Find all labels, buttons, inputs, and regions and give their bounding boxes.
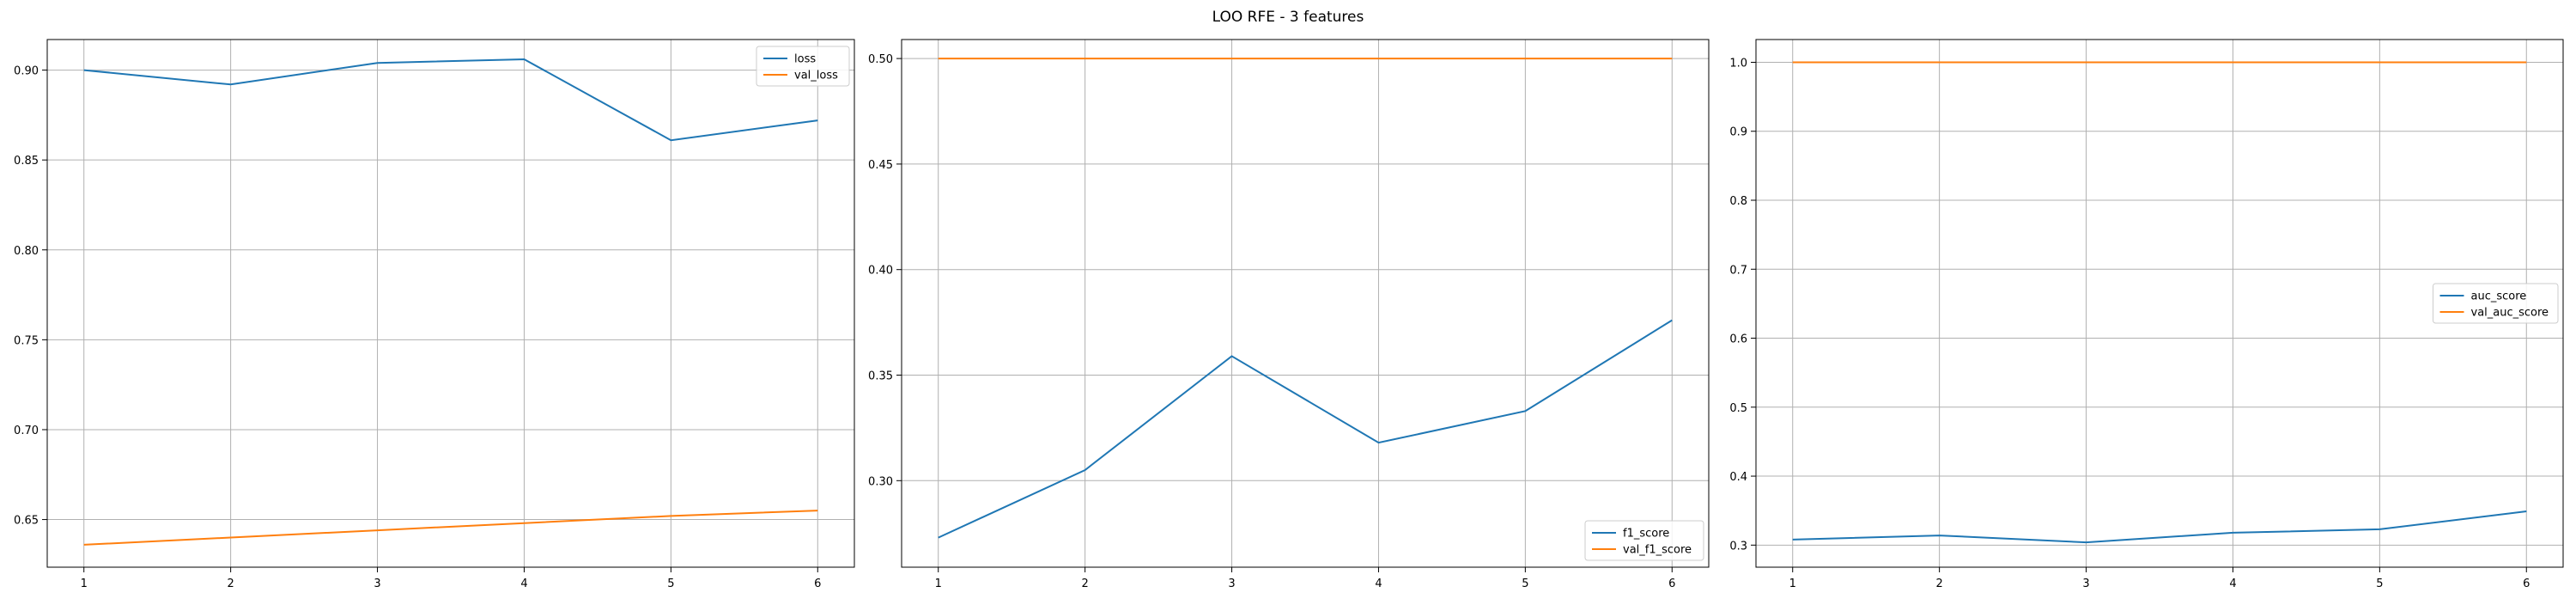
- chart-panel-1: 1 2 3 4 5 6 0.65 0.70 0.75 0.80 0.85 0.90 loss val_lo…: [14, 39, 855, 590]
- y-tick-label: 0.65: [14, 515, 39, 528]
- y-tick-label: 0.90: [14, 65, 39, 78]
- legend-label: val_auc_score: [2471, 307, 2549, 320]
- legend-box: [2433, 283, 2559, 324]
- chart-panel-3: 1 2 3 4 5 6 0.3 0.4 0.5 0.6 0.7 0.8 0.9 1.0 auc_scorev…: [1729, 39, 2564, 590]
- x-tick-label: 1: [1789, 578, 1796, 590]
- x-tick-label: 5: [2376, 578, 2383, 590]
- y-tick-label: 0.85: [14, 155, 39, 168]
- x-tick-label: 3: [1228, 578, 1235, 590]
- y-tick-label: 0.9: [1729, 126, 1747, 139]
- series-line-f1-score: [938, 319, 1673, 539]
- legend: auc_score val_auc_score: [2433, 283, 2559, 324]
- legend-box: [756, 46, 850, 87]
- axes-frame: [46, 39, 855, 568]
- chart-panel-2: 1 2 3 4 5 6 0.30 0.35 0.40 0.45 0.50 f1_score val_f1…: [868, 39, 1710, 590]
- x-tick-label: 3: [2082, 578, 2089, 590]
- x-tick-label: 4: [2229, 578, 2236, 590]
- series-line-loss: [83, 58, 818, 142]
- x-tick-label: 5: [667, 578, 674, 590]
- x-tick-label: 2: [1081, 578, 1088, 590]
- series-line-val-loss: [83, 510, 818, 546]
- y-tick-label: 0.4: [1729, 471, 1747, 484]
- y-tick-label: 0.40: [868, 265, 893, 278]
- x-tick-label: 4: [1375, 578, 1382, 590]
- y-tick-label: 0.50: [868, 53, 893, 66]
- legend-label: loss: [794, 53, 816, 66]
- y-tick-label: 0.70: [14, 425, 39, 437]
- legend: loss val_loss: [756, 46, 850, 87]
- y-tick-label: 0.7: [1729, 264, 1747, 277]
- x-tick-label: 4: [520, 578, 527, 590]
- y-tick-label: 1.0: [1729, 57, 1747, 70]
- y-tick-label: 0.8: [1729, 195, 1747, 208]
- y-tick-label: 0.3: [1729, 540, 1747, 553]
- x-tick-label: 1: [81, 578, 88, 590]
- y-tick-label: 0.6: [1729, 333, 1747, 346]
- y-tick-label: 0.80: [14, 245, 39, 258]
- legend-label: f1_score: [1623, 528, 1669, 541]
- x-tick-label: 6: [814, 578, 821, 590]
- y-tick-label: 0.75: [14, 334, 39, 347]
- x-tick-label: 6: [1668, 578, 1675, 590]
- x-tick-label: 5: [1522, 578, 1528, 590]
- legend: f1_score val_f1_score: [1584, 520, 1704, 561]
- legend-box: [1584, 520, 1704, 561]
- series-line-auc-score: [1792, 510, 2527, 544]
- y-tick-label: 0.35: [868, 370, 893, 383]
- y-tick-label: 0.5: [1729, 402, 1747, 415]
- legend-label: auc_score: [2471, 290, 2527, 303]
- y-tick-label: 0.45: [868, 159, 893, 172]
- axes-frame: [1755, 39, 2564, 568]
- x-tick-label: 3: [374, 578, 380, 590]
- y-tick-label: 0.30: [868, 475, 893, 488]
- axes-frame: [901, 39, 1710, 568]
- figure-title: LOO RFE - 3 features: [1212, 9, 1364, 26]
- legend-label: val_loss: [794, 70, 838, 82]
- x-tick-label: 2: [1935, 578, 1942, 590]
- x-tick-label: 2: [227, 578, 234, 590]
- legend-label: val_f1_score: [1623, 544, 1692, 557]
- x-tick-label: 1: [935, 578, 942, 590]
- x-tick-label: 6: [2523, 578, 2530, 590]
